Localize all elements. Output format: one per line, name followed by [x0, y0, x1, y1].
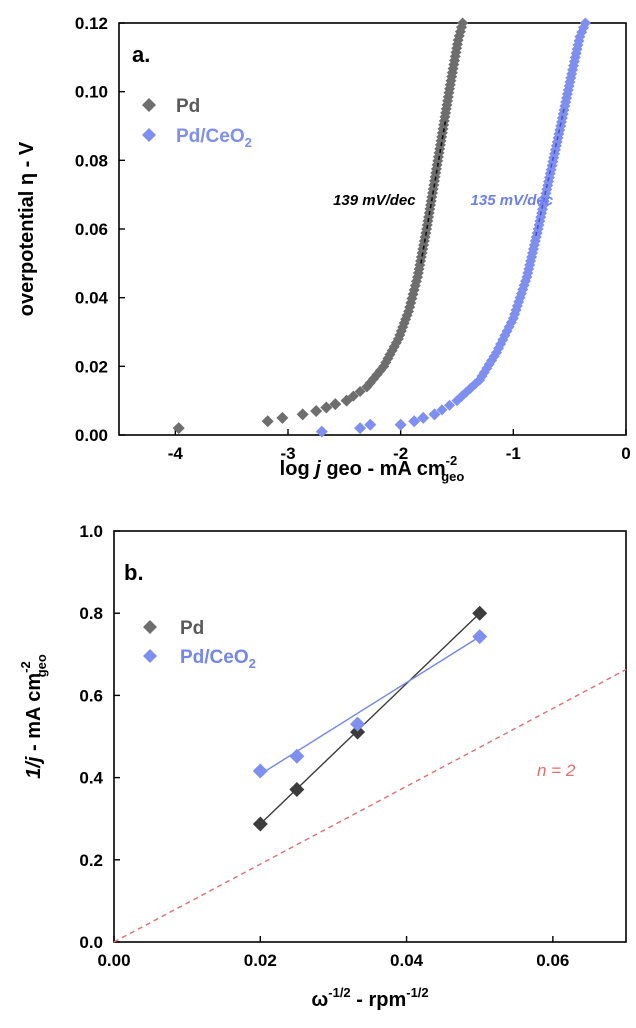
pd-kl-marker — [252, 816, 268, 832]
x-tick-label-a: -4 — [168, 444, 184, 463]
pdceo2-curve-marker — [443, 399, 455, 411]
legend-pdceo2-label-b: Pd/CeO2 — [180, 647, 256, 671]
y-tick-label-a: 0.12 — [75, 14, 108, 33]
y-axis-label-a: overpotential η - V — [16, 141, 38, 316]
pd-kl-marker — [289, 782, 305, 798]
y-axis-label-b: 1/j - mA cm-2geo — [18, 654, 49, 779]
x-tick-label-a: -1 — [506, 444, 521, 463]
pdceo2-kl-marker — [289, 748, 305, 764]
x-tick-label-b: 0.00 — [97, 951, 130, 970]
pd-marker — [276, 411, 289, 424]
y-tick-label-a: 0.02 — [75, 357, 108, 376]
y-tick-label-a: 0.08 — [75, 151, 108, 170]
pd-curve-marker — [354, 386, 366, 398]
x-tick-label-a: -2 — [393, 444, 408, 463]
pd-marker — [172, 422, 185, 435]
y-tick-label-b: 0.2 — [79, 851, 103, 870]
x-tick-label-b: 0.02 — [244, 951, 277, 970]
pd-kl-marker — [350, 724, 366, 740]
y-tick-label-a: 0.04 — [75, 289, 109, 308]
pd-curve-marker — [457, 17, 469, 29]
y-tick-label-a: 0.00 — [75, 426, 108, 445]
plot-area-a — [118, 22, 627, 436]
x-tick-label-a: 0 — [621, 444, 630, 463]
pd-marker — [320, 401, 333, 414]
pdceo2-kl-marker — [252, 763, 268, 779]
legend-pd-marker-a — [142, 98, 156, 112]
n2-reference-label: n = 2 — [537, 761, 576, 780]
pdceo2-kl-marker — [350, 716, 366, 732]
pd-marker — [261, 415, 274, 428]
x-axis-label-a: log j geo - mA cm-2 geo — [280, 453, 465, 484]
pdceo2-marker — [364, 418, 377, 431]
x-axis-label-b: ω-1/2 - rpm-1/2 — [311, 985, 428, 1011]
y-tick-label-a: 0.06 — [75, 220, 108, 239]
pdceo2-marker — [315, 425, 328, 438]
pdceo2-marker — [417, 411, 430, 424]
legend-pdceo2-marker-a — [142, 128, 156, 142]
pdceo2-marker — [428, 408, 441, 421]
legend-pd-label-b: Pd — [180, 618, 204, 639]
legend-pd-label-a: Pd — [176, 96, 200, 117]
pdceo2-tafel-fit — [535, 108, 565, 237]
pd-marker — [296, 408, 309, 421]
y-tick-label-b: 0.4 — [79, 769, 103, 788]
pdceo2-marker — [394, 418, 407, 431]
pd-marker — [310, 404, 323, 417]
y-tick-label-a: 0.10 — [75, 83, 108, 102]
x-tick-label-a: -3 — [280, 444, 295, 463]
y-tick-label-b: 0.0 — [79, 933, 103, 952]
y-tick-label-b: 0.6 — [79, 686, 103, 705]
pdceo2-marker — [408, 415, 421, 428]
y-tick-label-b: 1.0 — [79, 522, 103, 541]
pdceo2-marker — [354, 422, 367, 435]
pdceo2-curve-marker — [436, 404, 448, 416]
pd-marker — [329, 398, 342, 411]
panel-label-a: a. — [132, 42, 150, 67]
pd-tafel-fit — [420, 118, 447, 264]
legend-pdceo2-label-a: Pd/CeO2 — [176, 126, 252, 150]
panel-label-b: b. — [124, 560, 144, 585]
pd-marker — [340, 394, 353, 407]
pdceo2-kl-marker — [472, 629, 488, 645]
n2-reference-line — [113, 668, 627, 943]
pd-kl-marker — [472, 605, 488, 621]
pdceo2-curve-marker — [501, 325, 513, 337]
legend-pdceo2-marker-b — [143, 649, 157, 663]
pdceo2-slope-label: 135 mV/dec — [471, 192, 554, 209]
legend-pd-marker-b — [143, 620, 157, 634]
pdceo2-curve-marker — [579, 17, 591, 29]
pd-slope-label: 139 mV/dec — [333, 192, 416, 209]
x-tick-label-b: 0.04 — [390, 951, 424, 970]
plot-area-b — [113, 530, 627, 943]
y-tick-label-b: 0.8 — [79, 604, 103, 623]
x-tick-label-b: 0.06 — [536, 951, 569, 970]
